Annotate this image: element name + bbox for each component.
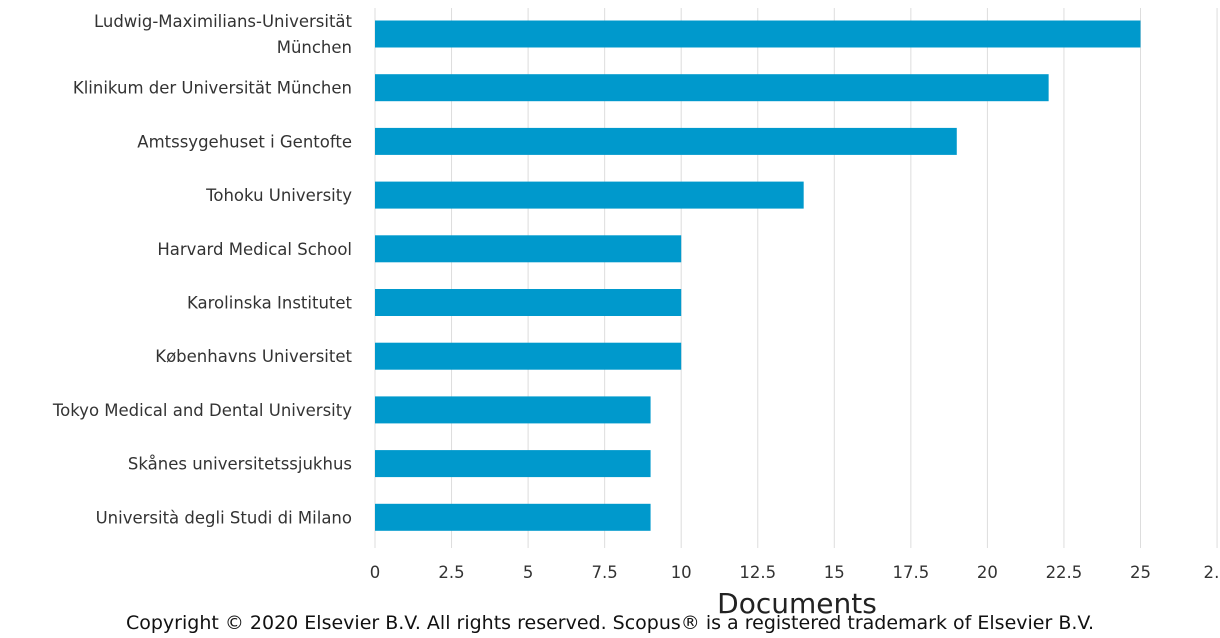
x-tick-label: 2.5	[438, 563, 464, 582]
category-label: Klinikum der Universität München	[73, 79, 352, 98]
x-tick-label: 7.5	[592, 563, 618, 582]
category-label: Università degli Studi di Milano	[96, 508, 352, 527]
x-tick-label: 10	[671, 563, 692, 582]
category-label: Ludwig-Maximilians-Universität München	[94, 12, 353, 57]
bars	[375, 20, 1141, 531]
category-labels: Ludwig-Maximilians-Universität München Kli…	[52, 12, 353, 527]
category-label: Karolinska Institutet	[187, 294, 353, 313]
bar	[375, 235, 682, 263]
category-label: Amtssygehuset i Gentofte	[137, 132, 352, 151]
bar	[375, 450, 651, 478]
x-tick-label: 15	[824, 563, 845, 582]
bar	[375, 396, 651, 424]
x-tick-label: 2…	[1204, 563, 1220, 582]
bar	[375, 127, 957, 155]
bar	[375, 181, 804, 209]
category-label: Skånes universitetssjukhus	[128, 455, 352, 474]
bar	[375, 289, 682, 316]
x-tick-label: 5	[523, 563, 534, 582]
x-tick-label: 25	[1130, 563, 1151, 582]
category-label: Tokyo Medical and Dental University	[52, 401, 352, 420]
x-tick-label: 22.5	[1046, 563, 1083, 582]
bar	[375, 342, 682, 370]
x-tick-label: 20	[977, 563, 998, 582]
bar	[375, 74, 1049, 102]
x-axis-title: Documents	[717, 587, 877, 620]
copyright-notice: Copyright © 2020 Elsevier B.V. All right…	[125, 612, 1094, 634]
category-label: Københavns Universitet	[155, 347, 352, 366]
x-tick-label: 17.5	[892, 563, 929, 582]
x-tick-label: 12.5	[739, 563, 776, 582]
category-label: Harvard Medical School	[157, 240, 352, 259]
x-tick-labels: 0 2.5 5 7.5 10 12.5 15 17.5 20 22.5 25 2…	[370, 563, 1220, 582]
bar	[375, 20, 1141, 48]
category-label: Tohoku University	[205, 186, 352, 205]
bar	[375, 503, 651, 531]
x-tick-label: 0	[370, 563, 381, 582]
